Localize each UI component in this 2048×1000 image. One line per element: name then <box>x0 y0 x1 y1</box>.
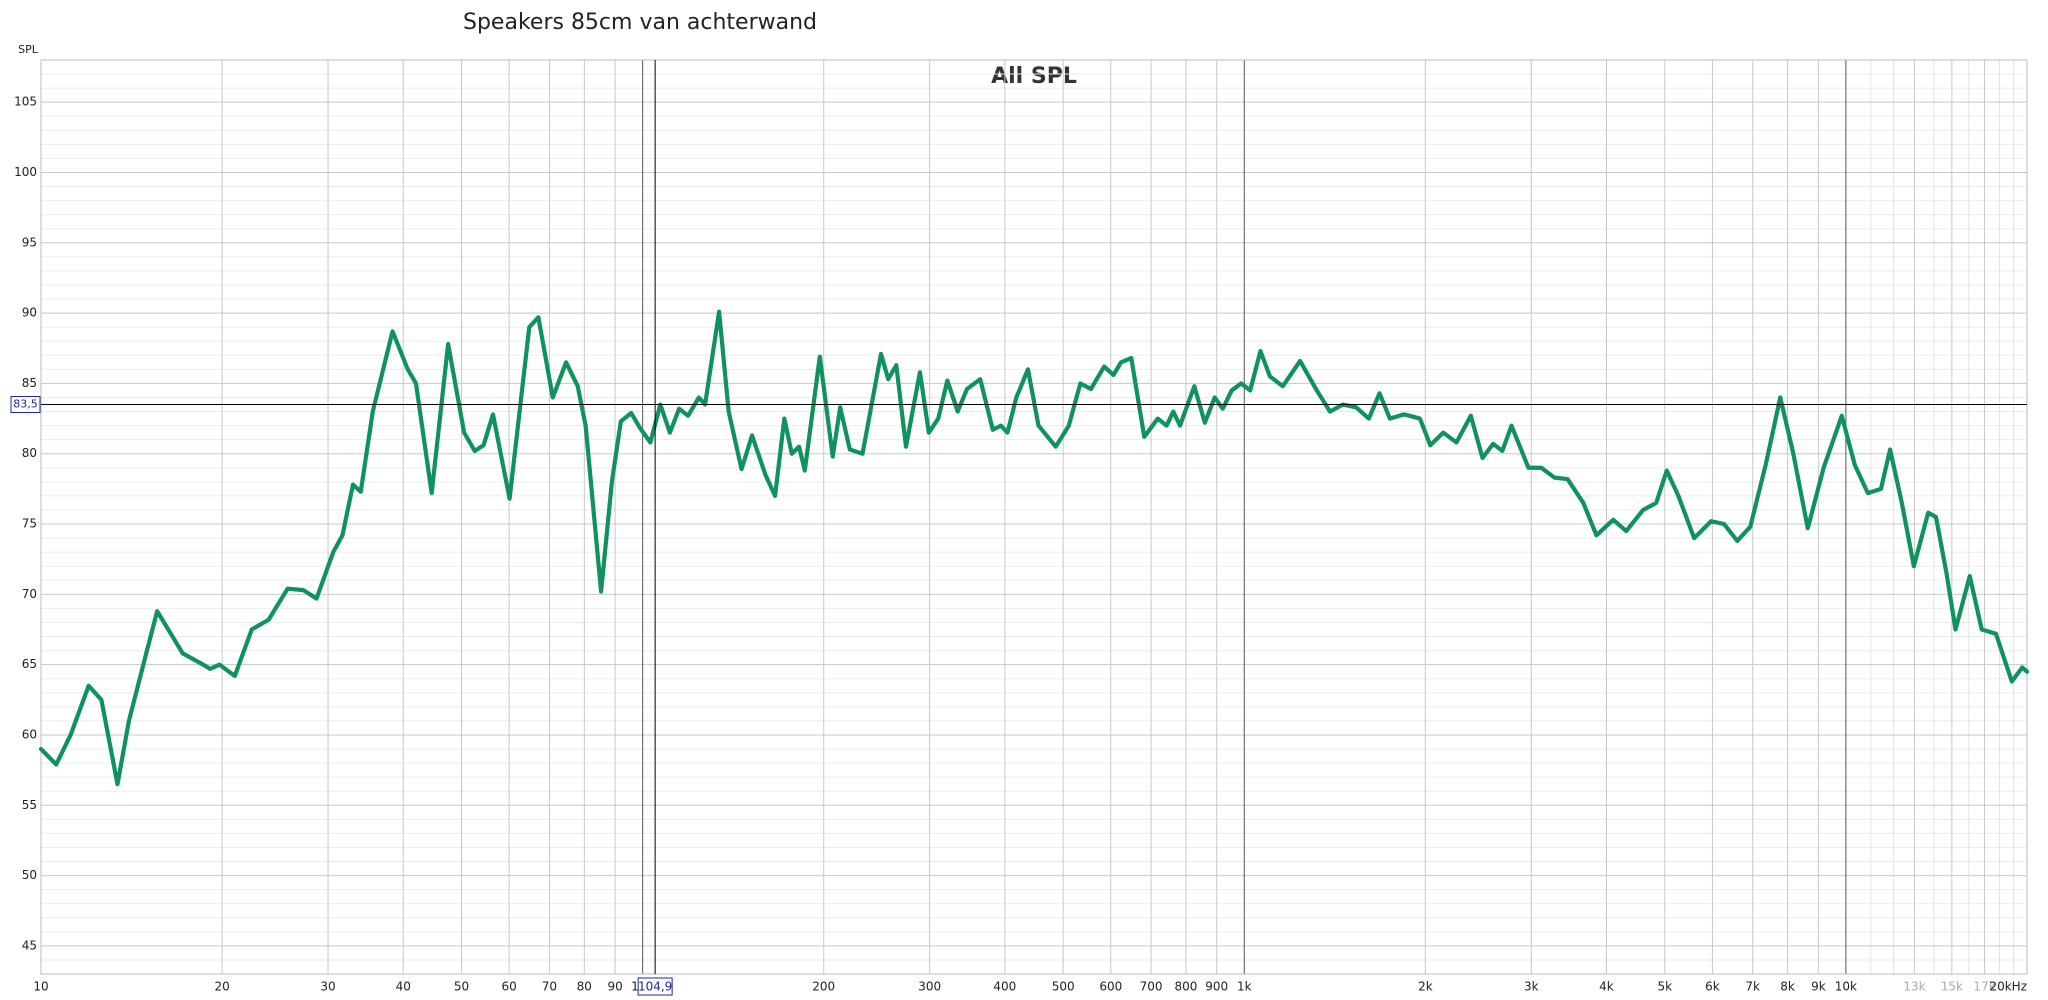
x-tick-label: 8k <box>1780 980 1795 994</box>
x-tick-label: 5k <box>1657 980 1672 994</box>
x-tick-label: 40 <box>396 980 411 994</box>
y-tick-label: 90 <box>22 306 37 320</box>
x-tick-label: 20 <box>214 980 229 994</box>
x-tick-label: 90 <box>607 980 622 994</box>
x-tick-label: 30 <box>320 980 335 994</box>
x-tick-label: 10 <box>33 980 48 994</box>
x-tick-label: 13k <box>1903 980 1925 994</box>
x-tick-label: 50 <box>454 980 469 994</box>
y-tick-label: 85 <box>22 376 37 390</box>
y-tick-label: 70 <box>22 587 37 601</box>
y-tick-label: 60 <box>22 727 37 741</box>
y-tick-label: 55 <box>22 798 37 812</box>
y-tick-label: 45 <box>22 938 37 952</box>
x-tick-label: 800 <box>1175 980 1198 994</box>
cursor-y-label: 83,5 <box>13 398 38 411</box>
x-tick-label: 500 <box>1052 980 1075 994</box>
y-tick-label: 50 <box>22 868 37 882</box>
y-tick-label: 75 <box>22 517 37 531</box>
x-tick-label: 3k <box>1524 980 1539 994</box>
cursor-label-box <box>10 396 41 414</box>
x-tick-label: 1k <box>1237 980 1252 994</box>
x-tick-label: 900 <box>1205 980 1228 994</box>
y-axis-label: SPL <box>18 43 39 56</box>
y-tick-label: 65 <box>22 657 37 671</box>
y-tick-label: 100 <box>14 165 37 179</box>
y-tick-label: 105 <box>14 95 37 109</box>
chart-subtitle: All SPL <box>991 64 1077 89</box>
x-tick-label: 700 <box>1140 980 1163 994</box>
x-tick-label: 20kHz <box>1989 980 2027 994</box>
cursor-x-label: 104,9 <box>638 980 672 994</box>
x-tick-label: 17k <box>1973 980 1995 994</box>
y-tick-label: 80 <box>22 446 37 460</box>
plot-frame <box>40 59 2028 975</box>
x-tick-label: 7k <box>1745 980 1760 994</box>
x-tick-label: 300 <box>918 980 941 994</box>
x-tick-label: 15k <box>1941 980 1963 994</box>
x-tick-label: 9k <box>1811 980 1826 994</box>
x-tick-label: 70 <box>542 980 557 994</box>
x-tick-label: 600 <box>1099 980 1122 994</box>
x-tick-label: 6k <box>1705 980 1720 994</box>
x-tick-label: 4k <box>1599 980 1614 994</box>
x-tick-label: 2k <box>1418 980 1433 994</box>
y-tick-label: 95 <box>22 235 37 249</box>
x-tick-label: 60 <box>502 980 517 994</box>
chart-title: Speakers 85cm van achterwand <box>463 10 817 35</box>
x-tick-label: 80 <box>577 980 592 994</box>
x-tick-label: 400 <box>993 980 1016 994</box>
x-tick-label: 10k <box>1835 980 1857 994</box>
x-tick-label: 200 <box>812 980 835 994</box>
cursor-label-box <box>637 977 673 996</box>
data-line <box>38 309 2030 787</box>
